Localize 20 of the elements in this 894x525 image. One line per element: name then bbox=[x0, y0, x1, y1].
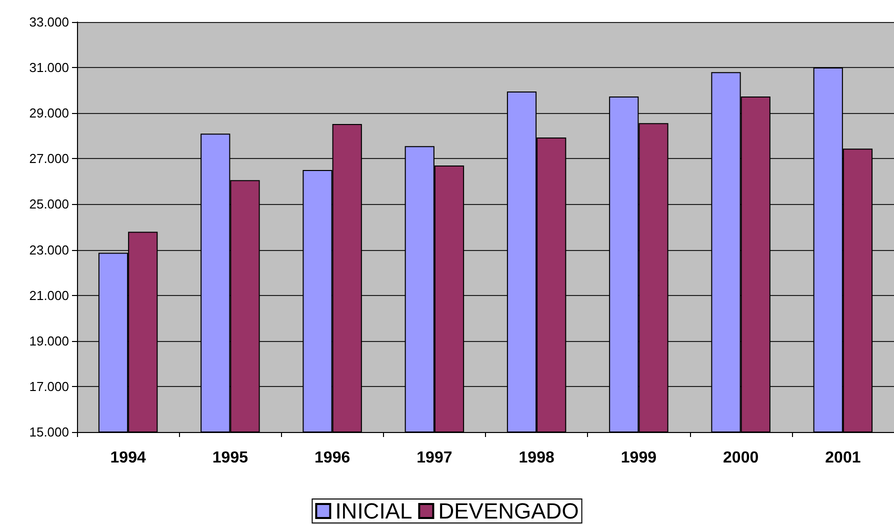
x-tick-label: 2001 bbox=[825, 450, 861, 466]
x-tick-label: 1994 bbox=[110, 450, 146, 466]
y-tick-label: 19.000 bbox=[29, 333, 69, 348]
x-tick-label: 1995 bbox=[212, 450, 248, 466]
x-tick-label: 1998 bbox=[518, 450, 554, 466]
y-tick-label: 23.000 bbox=[29, 242, 69, 258]
y-tick-label: 33.000 bbox=[29, 14, 69, 30]
x-tick-label: 1996 bbox=[314, 450, 350, 466]
x-tick-label: 1997 bbox=[416, 450, 452, 466]
y-tick-label: 29.000 bbox=[29, 106, 69, 121]
y-tick-label: 27.000 bbox=[29, 151, 69, 166]
legend-label: INICIAL bbox=[335, 498, 412, 524]
y-tick-label: 21.000 bbox=[29, 288, 69, 303]
y-tick-label: 17.000 bbox=[29, 378, 69, 394]
y-tick-label: 25.000 bbox=[29, 196, 69, 212]
y-tick-label: 31.000 bbox=[29, 60, 69, 76]
legend-label: DEVENGADO bbox=[438, 498, 579, 524]
x-tick-label: 2000 bbox=[723, 450, 759, 466]
y-tick-label: 15.000 bbox=[29, 424, 69, 440]
x-tick-label: 1999 bbox=[620, 450, 657, 466]
